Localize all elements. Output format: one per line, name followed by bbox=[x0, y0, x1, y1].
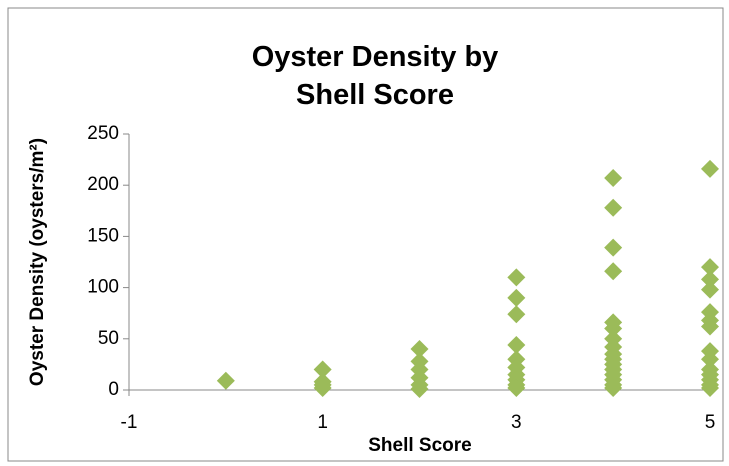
data-point bbox=[701, 159, 719, 178]
data-point bbox=[604, 319, 623, 338]
data-point bbox=[701, 317, 719, 336]
chart-title: Oyster Density by Shell Score bbox=[251, 41, 499, 111]
data-point bbox=[604, 169, 623, 188]
x-tick-label: 1 bbox=[317, 412, 328, 433]
y-axis-label: Oyster Density (oysters/m²) bbox=[27, 138, 48, 386]
data-point bbox=[604, 262, 623, 281]
data-point bbox=[507, 268, 526, 287]
x-tick-label: 3 bbox=[511, 412, 522, 433]
x-axis-label: Shell Score bbox=[368, 435, 472, 456]
data-point bbox=[701, 280, 719, 299]
x-tick-label: -1 bbox=[121, 412, 138, 433]
y-tick-label: 100 bbox=[87, 277, 119, 298]
data-point bbox=[507, 288, 526, 307]
y-tick-label: 200 bbox=[87, 174, 119, 195]
chart-border bbox=[7, 7, 724, 462]
data-point bbox=[313, 360, 332, 379]
data-point bbox=[410, 340, 429, 359]
y-tick-label: 250 bbox=[87, 123, 119, 144]
data-point bbox=[701, 350, 719, 369]
y-tick-label: 50 bbox=[98, 328, 119, 349]
data-point bbox=[507, 305, 526, 324]
data-point bbox=[701, 258, 719, 277]
y-tick-label: 150 bbox=[87, 225, 119, 246]
data-point bbox=[701, 270, 719, 289]
y-tick-label: 0 bbox=[108, 379, 119, 400]
data-point bbox=[410, 379, 429, 398]
data-point bbox=[604, 238, 623, 257]
data-point bbox=[507, 378, 526, 397]
data-point bbox=[701, 378, 719, 397]
data-point bbox=[216, 371, 235, 390]
data-point bbox=[604, 378, 623, 397]
data-point bbox=[604, 198, 623, 217]
x-tick-label: 5 bbox=[705, 412, 716, 433]
data-point bbox=[313, 378, 332, 397]
data-point bbox=[507, 335, 526, 354]
